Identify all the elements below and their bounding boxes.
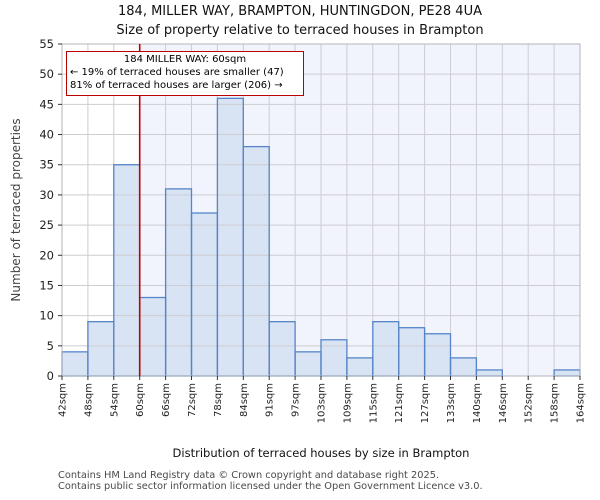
y-tick-label: 10 bbox=[39, 309, 54, 323]
annotation-property-line: 184 MILLER WAY: 60sqm bbox=[123, 54, 247, 65]
y-tick-label: 35 bbox=[39, 158, 54, 172]
x-tick-label: 91sqm bbox=[265, 383, 276, 417]
x-tick-label: 78sqm bbox=[213, 383, 224, 417]
x-tick-label: 84sqm bbox=[239, 383, 250, 417]
x-tick-label: 152sqm bbox=[524, 383, 535, 423]
y-tick-label: 30 bbox=[39, 188, 54, 202]
y-tick-label: 55 bbox=[39, 37, 54, 51]
histogram-bar-fill bbox=[554, 369, 580, 376]
annotation-larger-line: 81% of terraced houses are larger (206) … bbox=[70, 80, 283, 92]
histogram-bar-fill bbox=[113, 164, 140, 376]
y-tick-label: 45 bbox=[39, 97, 54, 111]
histogram-bar-fill bbox=[87, 321, 114, 376]
x-tick-label: 66sqm bbox=[161, 383, 172, 417]
x-tick-label: 115sqm bbox=[368, 383, 379, 423]
histogram-bar-fill bbox=[243, 146, 270, 376]
annotation-smaller-line: ← 19% of terraced houses are smaller (47… bbox=[70, 67, 284, 79]
y-tick-label: 25 bbox=[39, 218, 54, 232]
histogram-bar-fill bbox=[476, 369, 503, 376]
histogram-bar-fill bbox=[62, 351, 88, 376]
chart-subtitle: Size of property relative to terraced ho… bbox=[116, 23, 484, 38]
x-tick-label: 140sqm bbox=[472, 383, 483, 423]
x-tick-label: 48sqm bbox=[83, 383, 94, 417]
footer-attribution-line2: Contains public sector information licen… bbox=[58, 481, 483, 492]
x-tick-label: 103sqm bbox=[317, 383, 328, 423]
histogram-bar-fill bbox=[450, 357, 477, 376]
x-tick-label: 109sqm bbox=[342, 383, 353, 423]
y-axis-label: Number of terraced properties bbox=[9, 118, 23, 302]
property-annotation-box: 184 MILLER WAY: 60sqm ← 19% of terraced … bbox=[66, 51, 304, 96]
x-tick-label: 54sqm bbox=[109, 383, 120, 417]
x-tick-label: 42sqm bbox=[58, 383, 69, 417]
x-tick-label: 121sqm bbox=[394, 383, 405, 423]
histogram-bar-fill bbox=[372, 321, 399, 376]
y-tick-label: 0 bbox=[47, 369, 54, 383]
x-tick-label: 146sqm bbox=[498, 383, 509, 423]
histogram-bar-fill bbox=[295, 351, 321, 376]
x-tick-label: 164sqm bbox=[576, 383, 587, 423]
histogram-bar-fill bbox=[217, 98, 244, 376]
y-tick-label: 50 bbox=[39, 67, 54, 81]
chart-title: 184, MILLER WAY, BRAMPTON, HUNTINGDON, P… bbox=[118, 4, 482, 19]
histogram-bar-fill bbox=[398, 327, 425, 376]
histogram-bar-fill bbox=[321, 339, 347, 376]
histogram-bar-fill bbox=[139, 297, 166, 376]
x-axis-label: Distribution of terraced houses by size … bbox=[172, 446, 470, 460]
x-tick-label: 133sqm bbox=[446, 383, 457, 423]
x-tick-label: 72sqm bbox=[187, 383, 198, 417]
footer-attribution-line1: Contains HM Land Registry data © Crown c… bbox=[58, 470, 440, 481]
y-tick-label: 40 bbox=[39, 128, 54, 142]
histogram-bar-fill bbox=[424, 333, 451, 376]
x-tick-label: 158sqm bbox=[550, 383, 561, 423]
y-tick-label: 15 bbox=[39, 278, 54, 292]
histogram-bar-fill bbox=[269, 321, 296, 376]
histogram-bar-fill bbox=[165, 188, 192, 376]
x-tick-label: 60sqm bbox=[135, 383, 146, 417]
y-tick-label: 5 bbox=[47, 339, 54, 353]
histogram-bar-fill bbox=[346, 357, 373, 376]
histogram-bar-fill bbox=[191, 213, 218, 376]
y-tick-label: 20 bbox=[39, 248, 54, 262]
x-tick-label: 97sqm bbox=[291, 383, 302, 417]
x-tick-label: 127sqm bbox=[420, 383, 431, 423]
